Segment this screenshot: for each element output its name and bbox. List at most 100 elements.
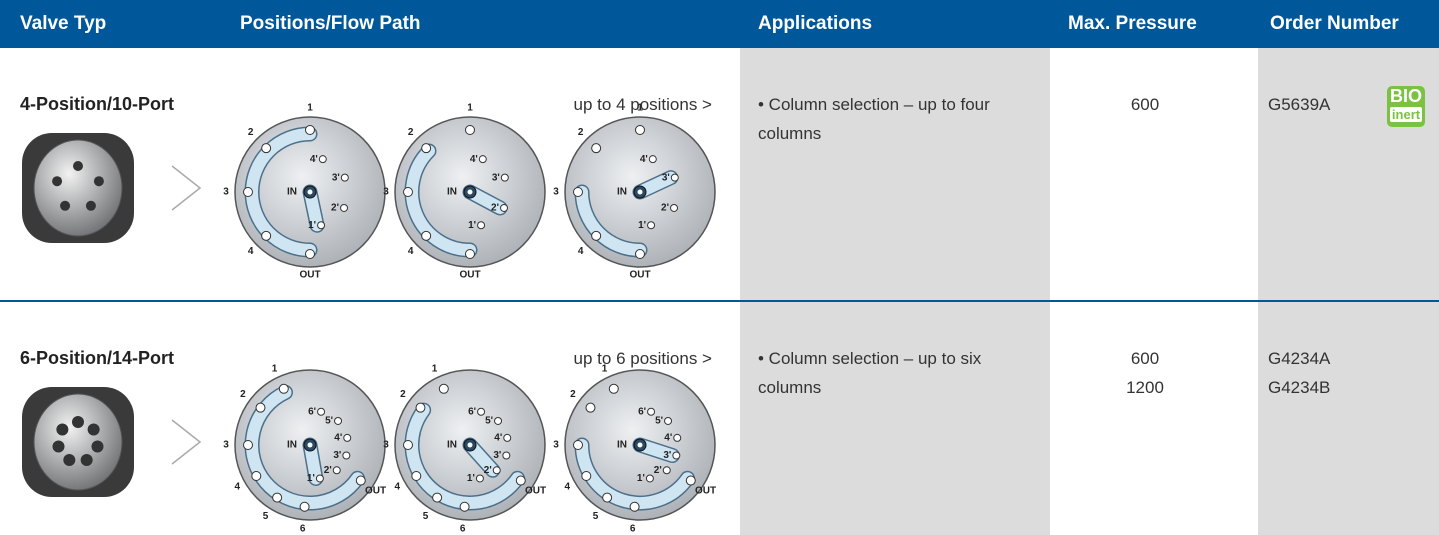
inner-port-hole [475, 474, 484, 483]
port-hole [421, 143, 432, 154]
port-hole [573, 440, 583, 450]
inner-port-label: 2' [484, 465, 492, 476]
valve-photo-hole [85, 200, 96, 211]
column-header: Valve Typ [20, 13, 107, 34]
port-hole [581, 471, 592, 481]
application: • Column selection – up to six columns [758, 349, 982, 397]
inner-port-hole [492, 466, 501, 475]
inner-port-hole [477, 221, 486, 230]
badge-text: BIO [1389, 86, 1422, 106]
inner-port-hole [502, 451, 511, 460]
inlet-label: IN [287, 187, 297, 198]
port-hole [602, 492, 613, 503]
inner-port-label: 2' [491, 203, 499, 214]
port-label: 3 [223, 187, 229, 198]
port-label: 5 [263, 511, 269, 522]
inlet-hole [637, 442, 643, 448]
port-hole [459, 501, 470, 512]
order-number: G4234A [1268, 349, 1331, 368]
valve-name: 4-Position/10-Port [20, 94, 175, 114]
inner-port-label: 3' [333, 450, 341, 461]
port-hole [629, 501, 640, 512]
inner-port-hole [343, 433, 352, 442]
port-hole [432, 492, 443, 503]
valve-name: 6-Position/14-Port [20, 348, 175, 368]
inner-port-label: 1' [308, 220, 316, 231]
inlet-label: IN [447, 440, 457, 451]
outlet-label: OUT [525, 486, 546, 497]
inner-port-hole [317, 407, 326, 416]
column-header: Positions/Flow Path [240, 13, 421, 34]
flow-channel [246, 386, 364, 509]
port-hole [685, 475, 696, 486]
flow-diagram: 1 2 3 4 5 6 OUT 1' 2'3' 4'5' 6' IN [553, 364, 716, 535]
port-hole [403, 187, 413, 197]
port-hole [251, 471, 262, 481]
inner-port-hole [478, 155, 487, 164]
port-hole [243, 440, 253, 450]
flow-diagram: 1 2 3 4 5 6 OUT 1' 2'3' 4'5' 6' IN [383, 364, 546, 535]
port-label: 3 [553, 187, 559, 198]
port-label: 4 [578, 246, 584, 257]
port-label: 2 [578, 127, 584, 138]
gray-column [740, 48, 1050, 535]
inner-port-hole [317, 221, 326, 230]
port-label: 1 [602, 364, 608, 375]
inner-port-hole [340, 173, 349, 182]
inner-port-hole [664, 416, 673, 425]
flow-channel [406, 144, 476, 256]
valve-photo-hole [87, 423, 100, 436]
max-pressure: 1200 [1126, 378, 1164, 397]
valve-photo-hole [80, 454, 93, 467]
flow-diagram: 1 2 3 4 5 6 OUT 1' 2'3' 4'5' 6' IN [223, 364, 386, 535]
inner-port-label: 4' [494, 433, 502, 444]
inlet-label: IN [617, 440, 627, 451]
port-label: 3 [383, 187, 389, 198]
port-label: 6 [300, 523, 306, 534]
valve-photo-hole [73, 161, 83, 171]
inner-port-label: 4' [470, 154, 478, 165]
port-hole [465, 125, 475, 135]
port-label: 1 [307, 103, 313, 114]
inner-port-label: 1' [468, 220, 476, 231]
port-label: 2 [570, 389, 576, 400]
port-hole [305, 125, 315, 135]
inner-port-label: 4' [310, 154, 318, 165]
inner-port-label: 5' [485, 416, 493, 427]
inner-port-hole [672, 451, 681, 460]
port-hole [635, 249, 645, 259]
column-header: Applications [758, 13, 873, 34]
outlet-label: OUT [365, 486, 386, 497]
port-label: 4 [564, 482, 570, 493]
inner-port-label: 3' [662, 172, 670, 183]
inner-port-label: 4' [664, 433, 672, 444]
port-hole [635, 125, 645, 135]
column-header: Max. Pressure [1068, 13, 1197, 34]
port-hole [585, 402, 596, 413]
inner-port-hole [673, 433, 682, 442]
port-hole [261, 143, 272, 154]
port-label: 1 [272, 364, 278, 375]
port-label: 1 [432, 364, 438, 375]
port-label: 1 [467, 103, 473, 114]
flow-channel [576, 439, 694, 509]
valve-photo-hole [56, 423, 69, 436]
port-label: 4 [234, 482, 240, 493]
order-number: G4234B [1268, 378, 1331, 397]
port-label: 3 [383, 440, 389, 451]
inner-port-label: 3' [663, 450, 671, 461]
inner-port-hole [334, 416, 343, 425]
inner-port-label: 4' [334, 433, 342, 444]
port-label: 6 [460, 523, 466, 534]
inlet-label: IN [617, 187, 627, 198]
port-hole [608, 383, 619, 394]
inner-port-label: 3' [493, 450, 501, 461]
bio-badge: BIO inert [1387, 86, 1425, 127]
port-hole [415, 402, 426, 413]
port-label: 3 [223, 440, 229, 451]
port-hole [421, 230, 432, 241]
valve-photo-hole [60, 200, 71, 211]
flow-diagram: 1 2 3 4 OUT 1' 2' 3' 4' IN [553, 103, 716, 281]
